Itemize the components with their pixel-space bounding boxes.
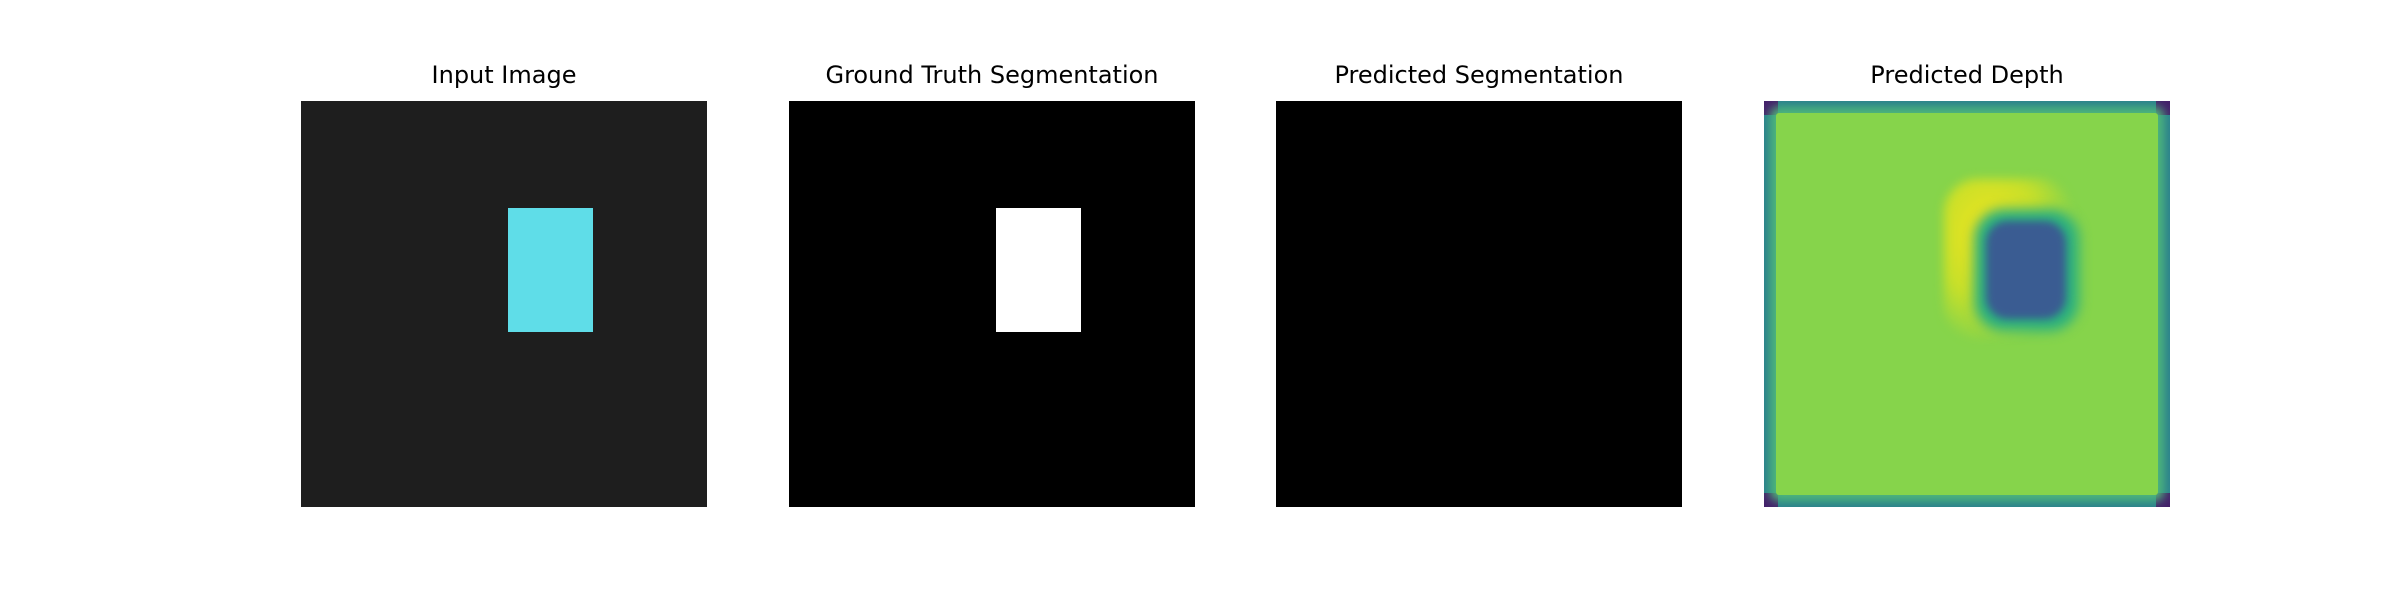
ground-truth-panel: Ground Truth Segmentation [789, 0, 1195, 600]
depth-corner-bottom-right [2156, 493, 2170, 507]
predicted-segmentation-title: Predicted Segmentation [1334, 61, 1624, 89]
input-image-title: Input Image [431, 61, 577, 89]
ground-truth-mask [789, 101, 1195, 507]
input-image-panel: Input Image [301, 0, 707, 600]
predicted-depth-panel: Predicted Depth [1764, 0, 2170, 600]
predicted-segmentation-panel: Predicted Segmentation [1276, 0, 1682, 600]
cyan-rectangle-object [508, 208, 593, 332]
ground-truth-foreground [996, 208, 1081, 332]
depth-corner-bottom-left [1764, 493, 1778, 507]
depth-corner-top-right [2156, 101, 2170, 115]
predicted-segmentation-mask [1276, 101, 1682, 507]
depth-corner-top-left [1764, 101, 1778, 115]
input-image [301, 101, 707, 507]
predicted-depth-map [1764, 101, 2170, 507]
predicted-depth-title: Predicted Depth [1870, 61, 2064, 89]
ground-truth-title: Ground Truth Segmentation [825, 61, 1159, 89]
depth-object-core [1986, 221, 2066, 319]
